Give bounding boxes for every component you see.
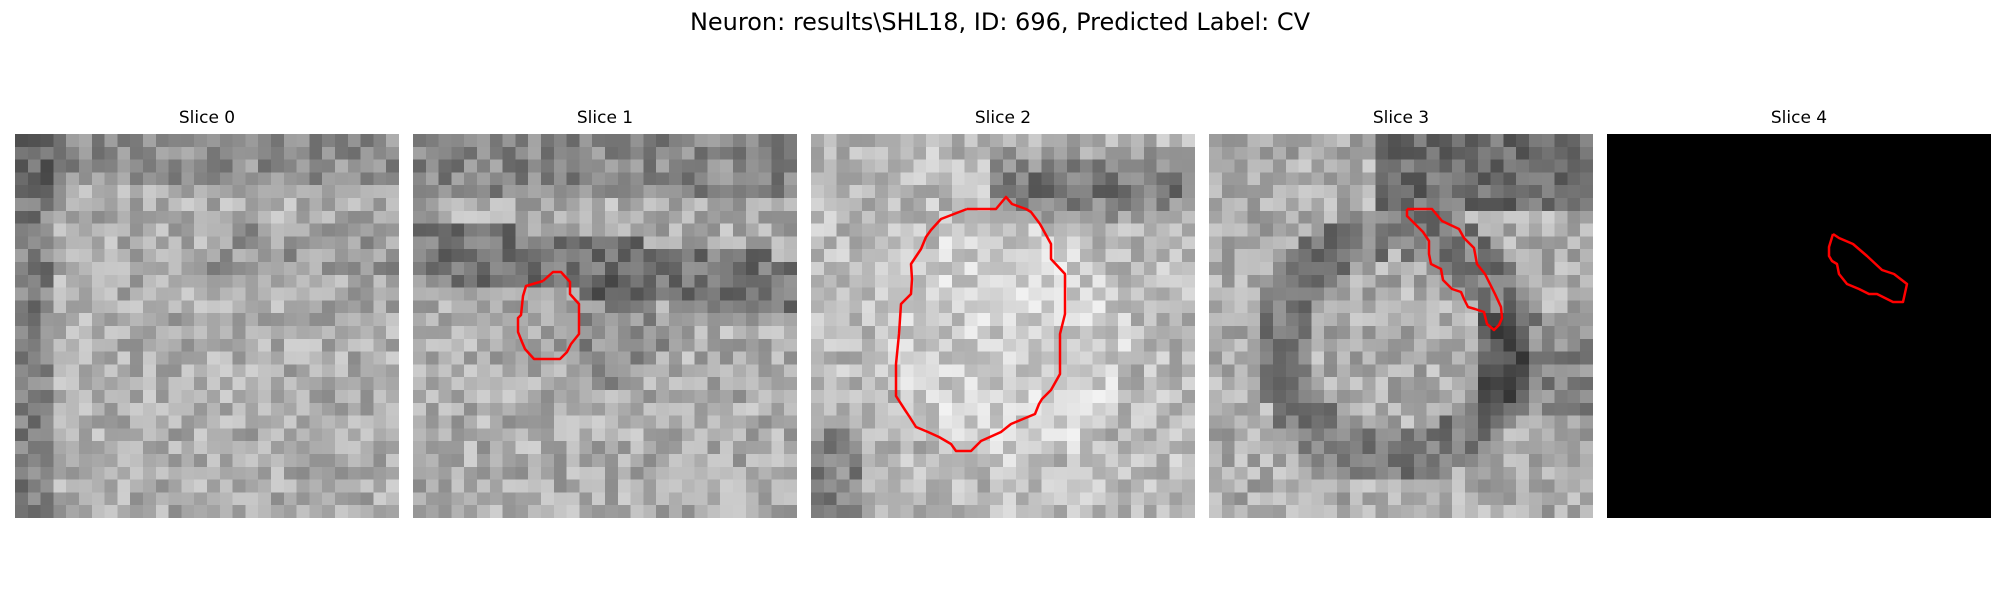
slice-image [1607,134,1991,518]
contour-overlay [894,195,1067,453]
panel-slice-0: Slice 0 [15,108,399,518]
panel-title: Slice 1 [576,108,634,128]
segmentation-contour [1827,232,1909,304]
panel-title: Slice 0 [178,108,236,128]
slice-image-pixels [15,134,399,518]
panel-slice-4: Slice 4 [1607,108,1991,518]
panel-slice-2: Slice 2 [811,108,1195,518]
slice-image [15,134,399,518]
slice-image [811,134,1195,518]
black-slice [1607,134,1991,518]
figure-title: Neuron: results\SHL18, ID: 696, Predicte… [689,8,1311,36]
slice-image-pixels [413,134,797,518]
segmentation-contour [516,270,581,361]
panel-title: Slice 2 [974,108,1032,128]
panel-slice-3: Slice 3 [1209,108,1593,518]
segmentation-contour [894,195,1067,453]
panel-title: Slice 3 [1372,108,1430,128]
panel-title: Slice 4 [1770,108,1828,128]
slice-image-pixels [811,134,1195,518]
contour-overlay [1405,207,1504,332]
segmentation-contour [1405,207,1504,332]
slice-image [1209,134,1593,518]
slice-image [413,134,797,518]
contour-overlay [516,270,581,361]
slice-image-pixels [1209,134,1593,518]
contour-overlay [1827,232,1909,304]
panel-slice-1: Slice 1 [413,108,797,518]
